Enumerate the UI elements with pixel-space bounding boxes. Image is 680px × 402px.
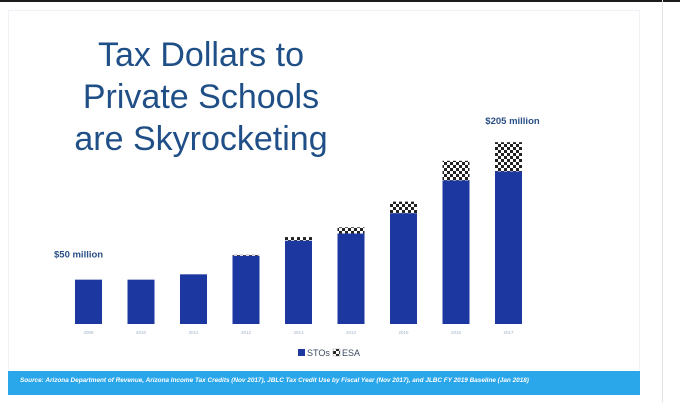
bar-sto-2010	[127, 279, 155, 324]
legend-label-sto: STOs	[307, 348, 330, 358]
legend-label-esa: ESA	[342, 348, 360, 358]
x-tick-label: 2009	[83, 330, 94, 335]
bar-esa-2012	[232, 254, 260, 256]
x-tick-label: 2012	[241, 330, 252, 335]
title-line-2: Private Schools	[82, 78, 320, 116]
bar-sto-2011	[180, 274, 207, 324]
x-tick-label: 2014	[346, 330, 357, 335]
x-tick-label: 2016	[451, 330, 462, 335]
top-border	[0, 0, 680, 2]
bar-esa-2013	[285, 237, 312, 241]
right-border	[662, 0, 663, 402]
bar-esa-2014	[337, 227, 365, 234]
slide	[8, 10, 640, 388]
chart-title: Tax Dollars to Private Schools are Skyro…	[36, 34, 366, 160]
x-tick-label: 2013	[293, 330, 304, 335]
annotations: $50 million $205 million	[54, 116, 540, 260]
title-line-3: are Skyrocketing	[74, 120, 328, 158]
title-line-1: Tax Dollars to	[98, 36, 304, 74]
x-tick-labels: 2009 2010 2011 2012 2013 2014 2015 2016 2017	[83, 330, 514, 335]
x-tick-label: 2010	[136, 330, 147, 335]
source-text: Source: Arizona Department of Revenue, A…	[20, 377, 529, 384]
x-tick-label: 2011	[189, 330, 199, 335]
bar-esa-2016	[442, 160, 470, 181]
bar-sto-2013	[285, 240, 312, 324]
source-footer: Source: Arizona Department of Revenue, A…	[8, 371, 640, 395]
bar-sto-2014	[337, 233, 365, 324]
x-tick-label: 2015	[398, 330, 409, 335]
bar-sto-2016	[442, 180, 470, 324]
annotation-label: $50 million	[54, 250, 103, 261]
legend-swatch-esa	[332, 348, 341, 357]
legend: STOs ESA	[298, 348, 360, 358]
bar-esa-2017	[495, 142, 522, 172]
annotation-label: $205 million	[485, 116, 540, 127]
bar-sto-2009	[75, 279, 102, 324]
bar-sto-2012	[232, 255, 260, 324]
x-tick-label: 2017	[503, 330, 514, 335]
bar-esa-2015	[390, 201, 417, 214]
bars-group	[75, 142, 522, 324]
bar-sto-2015	[390, 213, 417, 324]
legend-swatch-sto	[298, 349, 305, 356]
bar-sto-2017	[495, 171, 522, 324]
